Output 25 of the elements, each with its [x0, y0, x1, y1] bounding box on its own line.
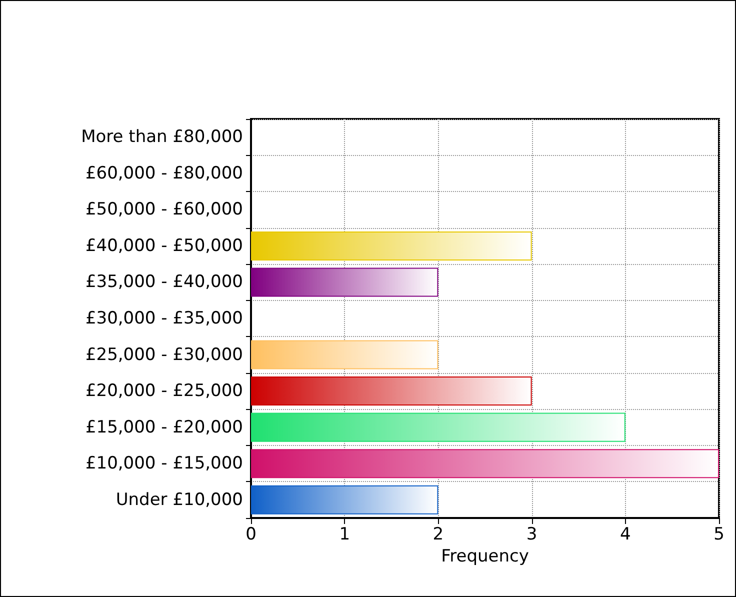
bar — [251, 340, 438, 370]
y-tick-label: £35,000 - £40,000 — [85, 272, 243, 292]
x-tick-label: 2 — [432, 524, 444, 544]
y-tick-label: Under £10,000 — [116, 490, 243, 510]
x-tick-label: 3 — [526, 524, 538, 544]
y-tick-label: More than £80,000 — [81, 127, 243, 148]
x-tick-label: 0 — [246, 524, 256, 544]
x-tick-label: 1 — [339, 524, 350, 544]
x-tick-label: 4 — [620, 524, 631, 544]
y-tick-label: £40,000 - £50,000 — [85, 236, 243, 256]
bar — [251, 449, 719, 478]
x-tick-label: 5 — [714, 524, 724, 544]
y-tick-label: £10,000 - £15,000 — [85, 454, 243, 474]
x-axis-title: Frequency — [441, 546, 529, 566]
bar — [251, 485, 438, 514]
y-tick-label: £50,000 - £60,000 — [85, 200, 243, 220]
y-tick-label: £25,000 - £30,000 — [85, 344, 243, 365]
y-tick-label: £60,000 - £80,000 — [85, 163, 243, 184]
bar — [251, 376, 532, 406]
y-tick-label: £20,000 - £25,000 — [85, 381, 243, 402]
y-tick-label: £30,000 - £35,000 — [85, 308, 243, 328]
bar — [251, 231, 532, 260]
bar — [251, 412, 626, 442]
bar — [251, 268, 438, 297]
y-tick-label: £15,000 - £20,000 — [85, 417, 243, 438]
